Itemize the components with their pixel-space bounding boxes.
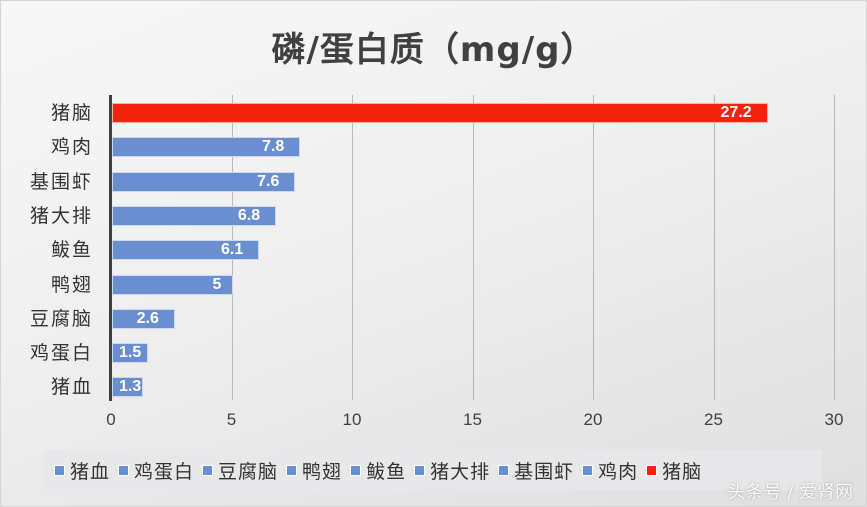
value-label: 6.8 [237,206,261,224]
x-tick-label: 5 [226,410,237,429]
bar [112,137,300,158]
bar [112,103,768,123]
category-label: 鸭翅 [50,273,93,296]
legend-label: 猪血 [70,460,111,483]
bar [112,343,149,364]
legend-item: 鸡蛋白 [118,457,194,484]
value-label: 6.1 [221,241,244,259]
bar [112,240,259,261]
legend-swatch-icon [646,464,658,476]
x-tick-label: 0 [106,410,116,429]
legend-swatch-icon [582,464,594,476]
x-tick-label: 20 [583,410,603,429]
gridline [713,95,715,400]
legend-item: 基围虾 [498,457,574,484]
legend-label: 鸡肉 [598,460,639,483]
legend-swatch-icon [414,464,426,476]
category-label: 鲅鱼 [50,239,93,262]
x-tick-label: 25 [704,410,723,429]
value-label: 1.5 [119,344,142,362]
y-axis-line [109,95,112,401]
legend-swatch-icon [286,464,298,476]
legend-label: 鸭翅 [302,460,343,483]
legend-swatch-icon [498,464,510,476]
bar [112,171,296,192]
value-label: 1.3 [119,378,142,396]
legend-item: 豆腐脑 [202,457,278,484]
legend-swatch-icon [118,464,130,476]
x-tick-label: 10 [342,410,362,429]
legend-label: 基围虾 [514,460,575,483]
legend-label: 豆腐脑 [218,460,279,483]
x-tick-label: 30 [824,410,844,429]
legend-item: 猪大排 [414,457,490,484]
value-label: 2.6 [136,309,159,327]
legend-label: 鲅鱼 [366,460,407,483]
bar [112,308,175,329]
category-label: 豆腐脑 [29,307,93,330]
bar [112,205,276,226]
legend-swatch-icon [202,464,214,476]
category-label: 猪脑 [50,102,93,124]
category-label: 基围虾 [29,170,93,193]
legend-item: 猪血 [54,457,110,484]
category-label: 猪大排 [29,204,93,227]
legend-item: 鸡肉 [582,457,638,484]
gridline [834,95,835,400]
chart-title: 磷/蛋白质（mg/g） [271,30,596,70]
legend-swatch-icon [54,464,65,476]
category-label: 鸡肉 [50,136,93,159]
gridline [472,95,474,400]
x-tick-label: 15 [463,410,482,429]
legend-item: 鲅鱼 [350,457,406,484]
value-label: 7.8 [261,138,285,156]
category-label: 猪血 [50,376,93,399]
value-label: 7.6 [257,172,280,190]
category-label: 鸡蛋白 [29,342,93,365]
legend: 猪血 鸡蛋白 豆腐脑 鸭翅 鲅鱼 猪大排 基围虾 鸡肉 猪脑 [44,450,822,490]
legend-label: 猪脑 [662,460,703,483]
bar [112,274,233,295]
value-label: 5 [212,275,222,293]
legend-item: 猪脑 [646,457,702,484]
legend-label: 鸡蛋白 [134,460,195,483]
legend-item: 鸭翅 [286,457,342,484]
legend-label: 猪大排 [430,460,491,483]
legend-swatch-icon [350,464,362,476]
gridline [352,95,353,400]
gridline [593,95,594,400]
bar [112,377,144,398]
watermark: 头条号 / 爱肾网 [727,482,853,503]
value-label: 27.2 [720,104,752,121]
